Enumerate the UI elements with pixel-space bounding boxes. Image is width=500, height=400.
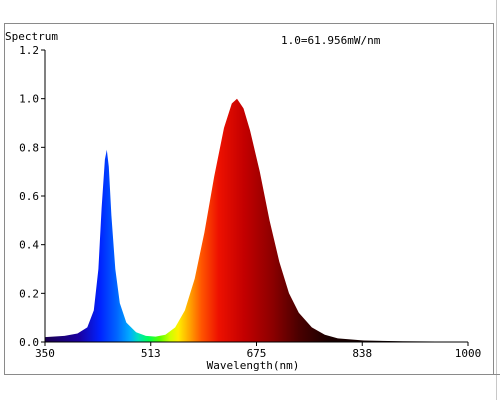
x-tick-label: 1000 [455, 347, 482, 360]
x-tick-label: 350 [35, 347, 55, 360]
window-edge-tick [494, 374, 500, 375]
x-axis-label: Wavelength(nm) [207, 359, 300, 372]
x-tick-label: 675 [247, 347, 267, 360]
y-tick-label: 1.2 [19, 44, 39, 57]
x-axis-ticks: 350 513 675 838 1000 [35, 342, 481, 360]
y-tick-label: 0.0 [19, 336, 39, 349]
chart-annotation: 1.0=61.956mW/nm [281, 34, 381, 47]
window-edge [496, 0, 500, 400]
y-tick-label: 0.6 [19, 190, 39, 203]
y-tick-label: 0.8 [19, 141, 39, 154]
spectrum-area [45, 98, 468, 342]
plot-area [45, 98, 468, 342]
x-tick-label: 838 [352, 347, 372, 360]
y-axis-ticks: 0.0 0.2 0.4 0.6 0.8 1.0 1.2 [19, 44, 45, 349]
x-tick-label: 513 [141, 347, 161, 360]
chart-frame [4, 23, 494, 375]
chart-title: Spectrum [5, 30, 58, 43]
y-tick-label: 0.4 [19, 239, 39, 252]
y-tick-label: 1.0 [19, 93, 39, 106]
y-tick-label: 0.2 [19, 287, 39, 300]
